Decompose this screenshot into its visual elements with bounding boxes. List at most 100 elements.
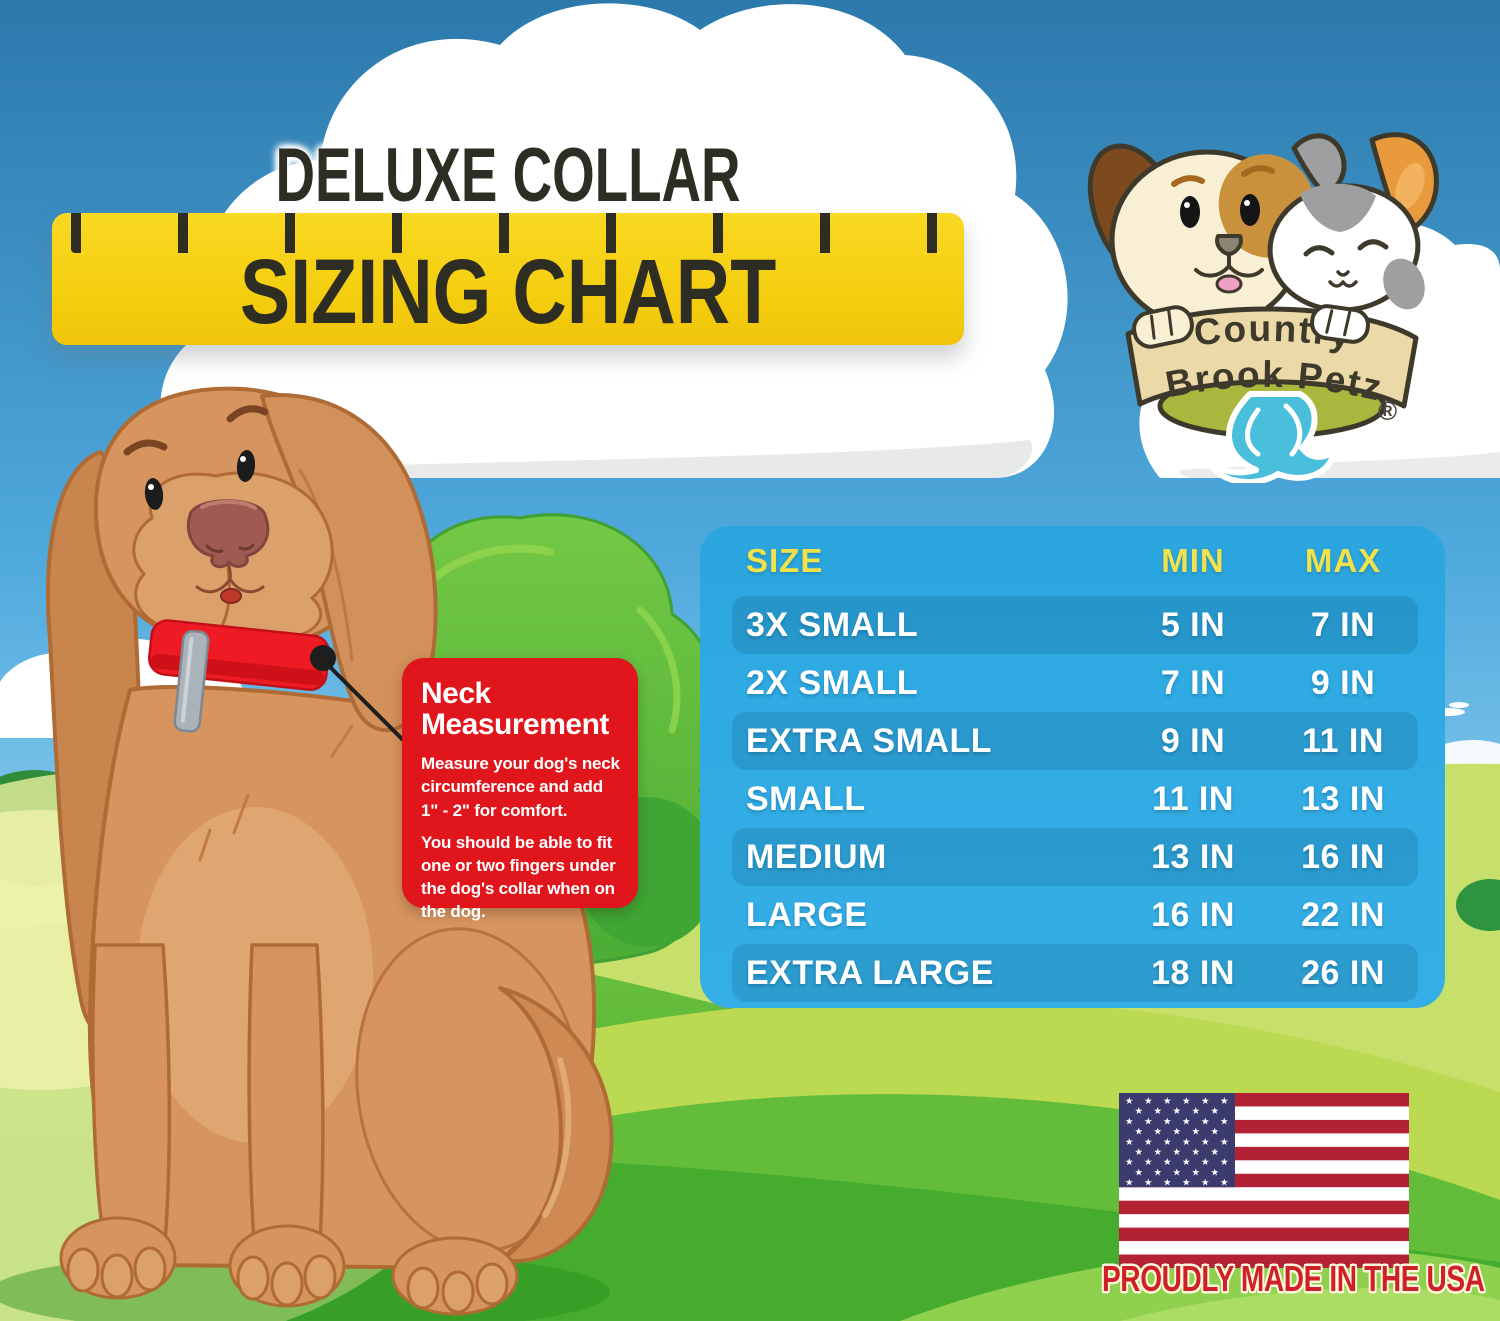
svg-text:★: ★ — [1192, 1167, 1201, 1178]
max-cell: 11 IN — [1302, 721, 1384, 760]
min-cell: 13 IN — [1151, 837, 1235, 876]
table-row: SMALL 11 IN 13 IN — [732, 770, 1418, 828]
dog-eyes — [123, 405, 269, 510]
svg-text:★: ★ — [1154, 1127, 1163, 1138]
svg-text:★: ★ — [1182, 1157, 1191, 1168]
svg-text:★: ★ — [1201, 1137, 1210, 1148]
size-cell: EXTRA SMALL — [746, 721, 993, 760]
svg-text:★: ★ — [1211, 1127, 1220, 1138]
svg-text:★: ★ — [1135, 1127, 1144, 1138]
max-cell: 26 IN — [1301, 953, 1385, 992]
svg-text:★: ★ — [1211, 1106, 1220, 1117]
svg-text:★: ★ — [1220, 1178, 1229, 1189]
table-row: LARGE 16 IN 22 IN — [732, 886, 1418, 944]
min-cell: 11 IN — [1152, 779, 1234, 818]
dog-mouth — [195, 564, 265, 604]
svg-text:★: ★ — [1135, 1106, 1144, 1117]
dog-front-leg-2 — [247, 943, 325, 1244]
brand-logo-art: Country Brook Petz ® — [1087, 132, 1439, 483]
table-row: MEDIUM 13 IN 16 IN — [732, 828, 1418, 886]
svg-text:★: ★ — [1211, 1147, 1220, 1158]
svg-text:★: ★ — [1192, 1127, 1201, 1138]
svg-text:★: ★ — [1192, 1106, 1201, 1117]
col-header-size: SIZE — [746, 542, 824, 579]
svg-text:★: ★ — [1163, 1116, 1172, 1127]
flag-canton — [1119, 1093, 1235, 1188]
logo-water-splash — [1205, 391, 1337, 483]
callout-body-2: You should be able to fit one or two fin… — [421, 832, 616, 922]
table-row: EXTRA LARGE 18 IN 26 IN — [732, 944, 1418, 1002]
size-cell: 2X SMALL — [746, 663, 919, 702]
page-title: SIZING CHART — [239, 241, 777, 343]
svg-text:★: ★ — [1135, 1147, 1144, 1158]
svg-text:★: ★ — [1220, 1137, 1229, 1148]
callout-heading: Neck Measurement — [421, 677, 609, 742]
dog-front-leg — [91, 943, 172, 1244]
ruler-banner: SIZING CHART — [52, 213, 964, 345]
svg-text:★: ★ — [1220, 1116, 1229, 1127]
svg-text:★: ★ — [1201, 1096, 1210, 1107]
max-cell: 22 IN — [1301, 895, 1385, 934]
size-cell: SMALL — [746, 779, 866, 818]
callout-body-1: Measure your dog's neck circumference an… — [421, 754, 620, 820]
table-header-row: SIZE MIN MAX — [732, 526, 1418, 596]
logo-cat-paw — [1309, 304, 1371, 344]
size-cell: LARGE — [746, 895, 868, 934]
svg-text:★: ★ — [1144, 1157, 1153, 1168]
svg-text:★: ★ — [1154, 1167, 1163, 1178]
max-cell: 7 IN — [1310, 605, 1376, 644]
svg-text:★: ★ — [1163, 1178, 1172, 1189]
min-cell: 7 IN — [1160, 663, 1226, 702]
svg-text:★: ★ — [1135, 1167, 1144, 1178]
svg-text:★: ★ — [1211, 1167, 1220, 1178]
made-in-usa-text: PROUDLY MADE IN THE USA — [1101, 1258, 1485, 1299]
usa-flag-art: ★ ★ ★ ★ ★ ★★ ★ ★ ★ ★★ ★ ★ ★ ★ ★★ ★ ★ ★ ★★ ★ ★ ★ ★ ★★ ★ ★ ★ ★★ ★ ★ ★ ★ ★★… — [1119, 1093, 1409, 1268]
svg-text:★: ★ — [1173, 1147, 1182, 1158]
logo-dog-paw — [1132, 305, 1194, 349]
ruler-ticks — [71, 213, 951, 253]
product-title: DELUXE COLLAR — [275, 133, 741, 218]
svg-text:★: ★ — [1125, 1178, 1134, 1189]
svg-text:★: ★ — [1144, 1137, 1153, 1148]
svg-text:★: ★ — [1192, 1147, 1201, 1158]
neck-measurement-callout: Neck Measurement Measure your dog's neck… — [402, 658, 638, 921]
usa-flag: ★ ★ ★ ★ ★ ★ ★ ★ ★ ★ ★ ★ ★ ★ ★ ★ ★ ★ ★ ★ ★ ★ ★ ★ ★ ★ ★ ★ ★ ★ ★ ★ ★ ★ ★ ★ ★ ★ ★ ★… — [1119, 1093, 1409, 1268]
svg-text:★: ★ — [1154, 1106, 1163, 1117]
svg-text:★: ★ — [1173, 1127, 1182, 1138]
svg-text:★: ★ — [1220, 1096, 1229, 1107]
sizing-table: SIZE MIN MAX 3X SMALL 5 IN 7 IN 2X SMALL… — [700, 526, 1445, 1008]
svg-text:★: ★ — [1163, 1157, 1172, 1168]
svg-text:★: ★ — [1201, 1178, 1210, 1189]
svg-text:★: ★ — [1125, 1096, 1134, 1107]
max-cell: 9 IN — [1310, 663, 1376, 702]
dog-paws — [59, 1216, 519, 1316]
svg-text:★: ★ — [1144, 1096, 1153, 1107]
brand-logo: Country Brook Petz ® — [1072, 88, 1450, 483]
logo-cat-icon — [1267, 132, 1439, 313]
size-cell: MEDIUM — [746, 837, 887, 876]
size-cell: EXTRA LARGE — [746, 953, 994, 992]
callout-pointer — [310, 645, 409, 746]
svg-text:★: ★ — [1182, 1178, 1191, 1189]
svg-text:★: ★ — [1154, 1147, 1163, 1158]
svg-text:★: ★ — [1201, 1157, 1210, 1168]
svg-text:★: ★ — [1163, 1096, 1172, 1107]
registered-trademark: ® — [1378, 396, 1397, 426]
max-cell: 13 IN — [1301, 779, 1385, 818]
svg-text:★: ★ — [1125, 1137, 1134, 1148]
logo-dog-icon — [1087, 143, 1316, 331]
max-cell: 16 IN — [1301, 837, 1385, 876]
svg-text:★: ★ — [1173, 1106, 1182, 1117]
svg-text:★: ★ — [1182, 1137, 1191, 1148]
col-header-max: MAX — [1304, 542, 1382, 579]
svg-text:★: ★ — [1201, 1116, 1210, 1127]
min-cell: 18 IN — [1151, 953, 1235, 992]
svg-text:★: ★ — [1125, 1116, 1134, 1127]
svg-text:★: ★ — [1173, 1167, 1182, 1178]
min-cell: 5 IN — [1160, 605, 1226, 644]
svg-text:★: ★ — [1144, 1116, 1153, 1127]
min-cell: 9 IN — [1160, 721, 1226, 760]
table-row: EXTRA SMALL 9 IN 11 IN — [732, 712, 1418, 770]
svg-text:★: ★ — [1144, 1178, 1153, 1189]
